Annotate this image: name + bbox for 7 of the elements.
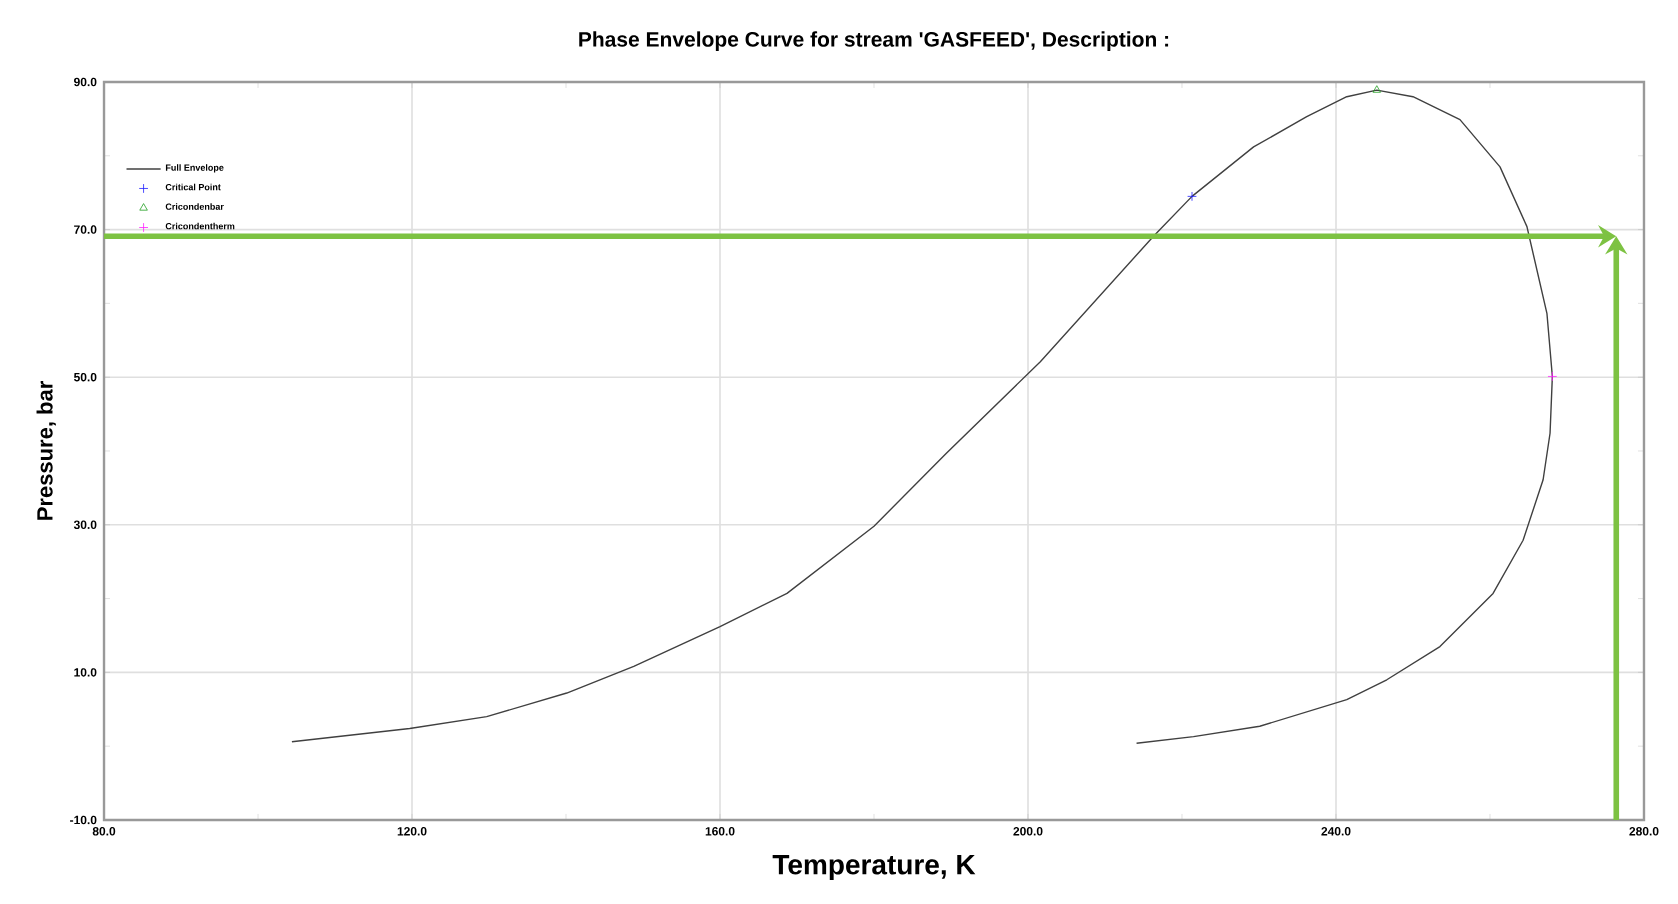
chart-title: Phase Envelope Curve for stream 'GASFEED', Description : — [579, 31, 1169, 51]
point — [1372, 85, 1382, 93]
point — [1187, 191, 1197, 202]
x-axis-title: Temperature, K — [772, 855, 976, 881]
point — [1547, 371, 1558, 382]
y-axis-title: Pressure, bar — [36, 381, 56, 520]
line-series — [291, 89, 1554, 744]
